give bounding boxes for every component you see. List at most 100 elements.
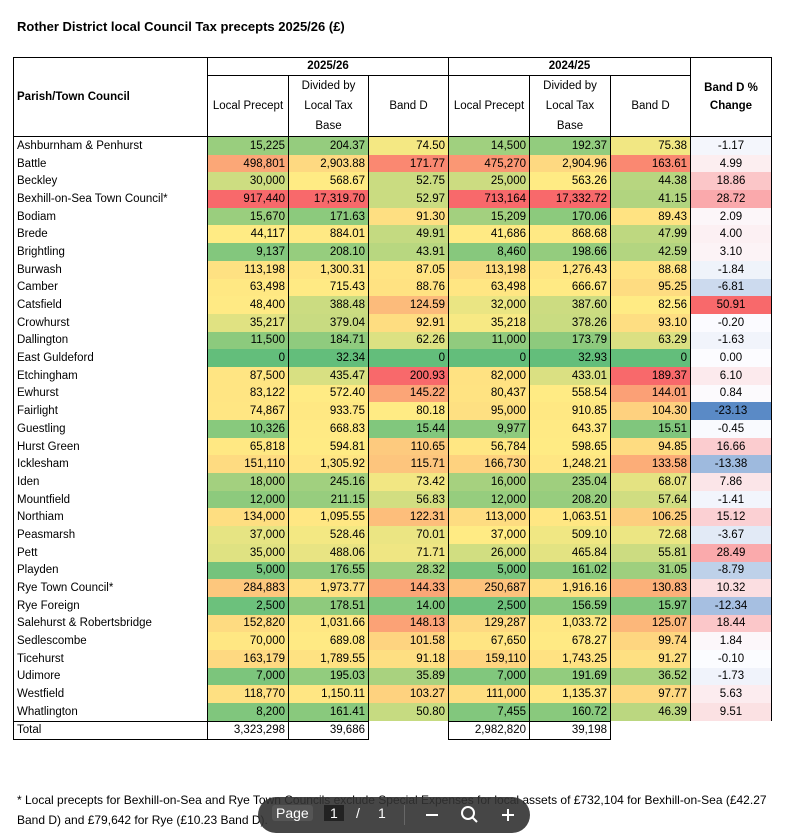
value-cell: 37,000	[448, 526, 530, 544]
value-cell: 44,117	[207, 225, 289, 244]
value-cell: 594.81	[288, 437, 369, 456]
value-cell: 678.27	[529, 632, 611, 650]
total-value: 3,323,298	[207, 720, 289, 740]
value-cell: 1,276.43	[529, 260, 611, 279]
value-cell: 106.25	[610, 508, 691, 527]
value-cell: 89.43	[610, 207, 691, 226]
value-cell: 101.58	[368, 632, 449, 650]
value-cell: 4.00	[690, 225, 772, 244]
value-cell: 18,000	[207, 473, 289, 491]
value-cell: 62.26	[368, 331, 449, 350]
value-cell: 93.10	[610, 313, 691, 332]
value-cell: 166,730	[448, 455, 530, 474]
value-cell: 11,500	[207, 331, 289, 350]
parish-name: Guestling	[13, 420, 208, 438]
data-row: Playden 5,000 176.55 28.32 5,000 161.02 31.05-…	[13, 561, 772, 580]
header-row: Parish/Town Council 2025/26 2024/25 Band D …	[13, 57, 772, 137]
precept-table: Parish/Town Council 2025/26 2024/25 Band D …	[13, 57, 772, 740]
value-cell: 83,122	[207, 384, 289, 403]
data-row: Ewhurst 83,122 572.40 145.22 80,437 558.54 144…	[13, 384, 772, 403]
value-cell: 378.26	[529, 313, 611, 332]
zoom-icon[interactable]	[461, 806, 475, 820]
page-number[interactable]: 1	[324, 805, 344, 821]
data-row: Rye Town Council* 284,883 1,973.77 144.33 25…	[13, 579, 772, 597]
value-cell: 1,248.21	[529, 455, 611, 474]
value-cell: 498,801	[207, 154, 289, 173]
parish-name: Udimore	[13, 667, 208, 686]
data-row: Crowhurst 35,217 379.04 92.91 35,218 378.26 93…	[13, 313, 772, 332]
value-cell: 0	[610, 349, 691, 367]
value-cell: 250,687	[448, 579, 530, 597]
value-cell: 87,500	[207, 366, 289, 385]
value-cell: 1,743.25	[529, 649, 611, 668]
parish-name: Camber	[13, 278, 208, 297]
title: Rother District local Council Tax precep…	[17, 19, 345, 34]
value-cell: -1.84	[690, 260, 772, 279]
value-cell: 18.86	[690, 172, 772, 191]
blank-cell	[691, 721, 772, 739]
value-cell: 32,000	[448, 296, 530, 314]
value-cell: 161.41	[288, 703, 369, 722]
value-cell: 12,000	[207, 490, 289, 509]
value-cell: 9.51	[690, 703, 772, 722]
value-cell: 195.03	[288, 667, 369, 686]
value-cell: 1,063.51	[529, 508, 611, 527]
parish-name: Whatlington	[13, 703, 208, 722]
value-cell: 1,095.55	[288, 508, 369, 527]
value-cell: 163.61	[610, 154, 691, 173]
value-cell: 152,820	[207, 614, 289, 633]
value-cell: 204.37	[288, 136, 369, 155]
data-row: Mountfield 12,000 211.15 56.83 12,000 208.20 5…	[13, 490, 772, 509]
value-cell: 0.84	[690, 384, 772, 403]
value-cell: 163,179	[207, 649, 289, 668]
parish-name: Bodiam	[13, 207, 208, 226]
sub-header: Local Precept	[448, 75, 530, 137]
toolbar-icons	[404, 805, 514, 825]
col-header: Parish/Town Council	[13, 57, 208, 137]
parish-name: Iden	[13, 473, 208, 491]
parish-name: Sedlescombe	[13, 632, 208, 650]
value-cell: 144.01	[610, 384, 691, 403]
data-row: Bodiam 15,670 171.63 91.30 15,209 170.06 89.43…	[13, 207, 772, 226]
value-cell: 598.65	[529, 437, 611, 456]
value-cell: 10.32	[690, 579, 772, 597]
value-cell: 0	[368, 349, 449, 367]
table-body: Ashburnham & Penhurst 15,225 204.37 74.50 14…	[13, 136, 772, 740]
value-cell: 17,319.70	[288, 190, 369, 208]
value-cell: 933.75	[288, 402, 369, 420]
parish-name: Brede	[13, 225, 208, 244]
value-cell: 15,225	[207, 136, 289, 155]
value-cell: 25,000	[448, 172, 530, 191]
value-cell: 111,000	[448, 685, 530, 703]
parish-name: Icklesham	[13, 455, 208, 474]
data-row: Catsfield 48,400 388.48 124.59 32,000 387.60 8…	[13, 296, 772, 314]
parish-name: Hurst Green	[13, 437, 208, 456]
value-cell: 97.77	[610, 685, 691, 703]
value-cell: 15,209	[448, 207, 530, 226]
value-cell: 1.84	[690, 632, 772, 650]
value-cell: 50.80	[368, 703, 449, 722]
value-cell: 284,883	[207, 579, 289, 597]
value-cell: 5,000	[207, 561, 289, 580]
value-cell: 715.43	[288, 278, 369, 297]
value-cell: 1,973.77	[288, 579, 369, 597]
value-cell: 200.93	[368, 366, 449, 385]
value-cell: 0	[207, 349, 289, 367]
value-cell: 92.91	[368, 313, 449, 332]
parish-name: Mountfield	[13, 490, 208, 509]
value-cell: 171.63	[288, 207, 369, 226]
value-cell: 95,000	[448, 402, 530, 420]
year-header: 2024/25	[448, 57, 691, 76]
value-cell: 713,164	[448, 190, 530, 208]
parish-name: Rye Foreign	[13, 596, 208, 615]
value-cell: 118,770	[207, 685, 289, 703]
value-cell: 103.27	[368, 685, 449, 703]
value-cell: 558.54	[529, 384, 611, 403]
total-value: 39,686	[288, 720, 369, 740]
subheader-row: Local Precept Divided by Local Tax Base Ba…	[14, 75, 772, 137]
parish-name: Brightling	[13, 243, 208, 261]
sub-header: Divided by Local Tax Base	[288, 75, 369, 137]
parish-name: Rye Town Council*	[13, 579, 208, 597]
value-cell: 35,218	[448, 313, 530, 332]
